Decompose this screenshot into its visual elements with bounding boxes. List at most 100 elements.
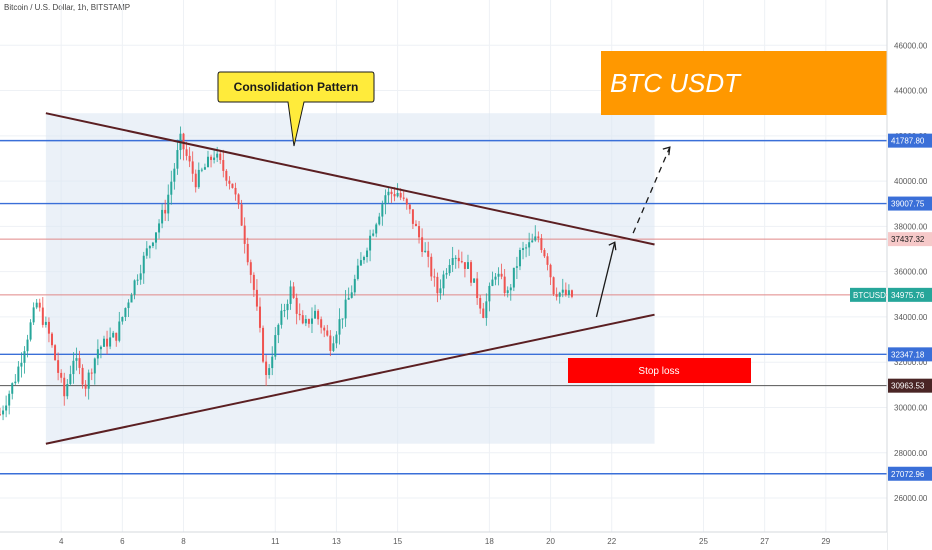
candle-body xyxy=(20,362,23,367)
candle-body xyxy=(133,280,136,295)
candle-body xyxy=(369,235,372,251)
candle-body xyxy=(243,225,246,244)
candle-body xyxy=(11,383,14,394)
candle-body xyxy=(506,290,509,294)
candle-body xyxy=(252,274,255,290)
candle-body xyxy=(203,167,206,170)
candle-body xyxy=(561,289,564,293)
candle-body xyxy=(500,273,503,277)
time-tick-label: 18 xyxy=(485,537,494,546)
candle-body xyxy=(518,250,521,267)
candle-body xyxy=(2,410,5,415)
candle-body xyxy=(176,150,179,169)
candle-body xyxy=(216,153,219,158)
candle-body xyxy=(154,232,157,243)
candle-body xyxy=(44,321,47,325)
candle-body xyxy=(304,319,307,324)
candle-body xyxy=(564,289,567,296)
candle-body xyxy=(29,322,32,340)
time-tick-label: 11 xyxy=(271,537,280,546)
price-tick-label: 30000.00 xyxy=(894,403,928,412)
candle-body xyxy=(314,310,317,319)
candle-body xyxy=(396,192,399,197)
candle-body xyxy=(540,238,543,251)
candle-body xyxy=(99,346,102,350)
level-tag-3 xyxy=(888,287,932,302)
candle-body xyxy=(35,302,38,308)
candle-body xyxy=(546,256,549,265)
candle-body xyxy=(362,257,365,261)
candle-body xyxy=(323,327,326,331)
time-tick-label: 20 xyxy=(546,537,555,546)
candle-body xyxy=(182,133,185,150)
candle-body xyxy=(454,257,457,259)
candle-body xyxy=(118,321,121,341)
candle-body xyxy=(338,319,341,335)
price-tick-label: 38000.00 xyxy=(894,222,928,231)
candle-body xyxy=(151,242,154,247)
time-tick-label: 25 xyxy=(699,537,708,546)
candle-body xyxy=(414,223,417,227)
candle-body xyxy=(476,278,479,299)
candle-body xyxy=(558,292,561,297)
candle-body xyxy=(262,327,265,362)
candle-body xyxy=(549,264,552,278)
price-tick-label: 32000.00 xyxy=(894,358,928,367)
candle-body xyxy=(448,264,451,274)
candle-body xyxy=(41,307,44,325)
level-tag-5 xyxy=(888,378,932,393)
level-tag-label: 27072.96 xyxy=(891,470,925,479)
price-tick-label: 26000.00 xyxy=(894,494,928,503)
candle-body xyxy=(463,262,466,269)
candle-body xyxy=(93,358,96,374)
candle-body xyxy=(139,273,142,280)
candle-body xyxy=(537,236,540,239)
candle-body xyxy=(393,194,396,197)
candle-body xyxy=(494,276,497,280)
time-tick-label: 15 xyxy=(393,537,402,546)
level-tag-label: 30963.53 xyxy=(891,382,925,391)
candle-body xyxy=(191,161,194,174)
candle-body xyxy=(289,286,292,304)
candle-body xyxy=(277,324,280,336)
price-tick-label: 46000.00 xyxy=(894,41,928,50)
candle-body xyxy=(249,262,252,275)
candle-body xyxy=(317,310,320,320)
level-tag-2 xyxy=(888,232,932,247)
candle-body xyxy=(78,358,81,368)
candle-body xyxy=(240,204,243,226)
candle-body xyxy=(222,160,225,171)
candle-body xyxy=(69,374,72,385)
candle-body xyxy=(255,289,258,307)
candle-body xyxy=(173,168,176,182)
price-tick-label: 44000.00 xyxy=(894,87,928,96)
candle-body xyxy=(136,279,139,281)
candle-body xyxy=(200,169,203,171)
candle-body xyxy=(197,169,200,188)
level-tag-label: 39007.75 xyxy=(891,200,925,209)
time-tick-label: 29 xyxy=(821,537,830,546)
candle-body xyxy=(142,255,145,274)
candle-body xyxy=(5,405,8,411)
candle-body xyxy=(298,313,301,316)
candle-body xyxy=(442,274,445,289)
candle-body xyxy=(488,285,491,302)
candle-body xyxy=(531,240,534,243)
level-tag-label: 34975.76 xyxy=(891,291,925,300)
candle-body xyxy=(512,267,515,288)
candle-body xyxy=(375,224,378,234)
candle-body xyxy=(310,318,313,324)
time-tick-label: 8 xyxy=(181,537,186,546)
candle-body xyxy=(430,256,433,277)
consolidation-zone xyxy=(45,113,655,444)
candle-body xyxy=(14,381,17,384)
candle-body xyxy=(17,366,20,382)
candle-body xyxy=(90,372,93,374)
candle-body xyxy=(497,273,500,277)
candle-body xyxy=(237,194,240,205)
candle-body xyxy=(75,358,78,361)
candle-body xyxy=(534,236,537,241)
candle-body xyxy=(347,297,350,300)
candle-body xyxy=(130,294,133,303)
